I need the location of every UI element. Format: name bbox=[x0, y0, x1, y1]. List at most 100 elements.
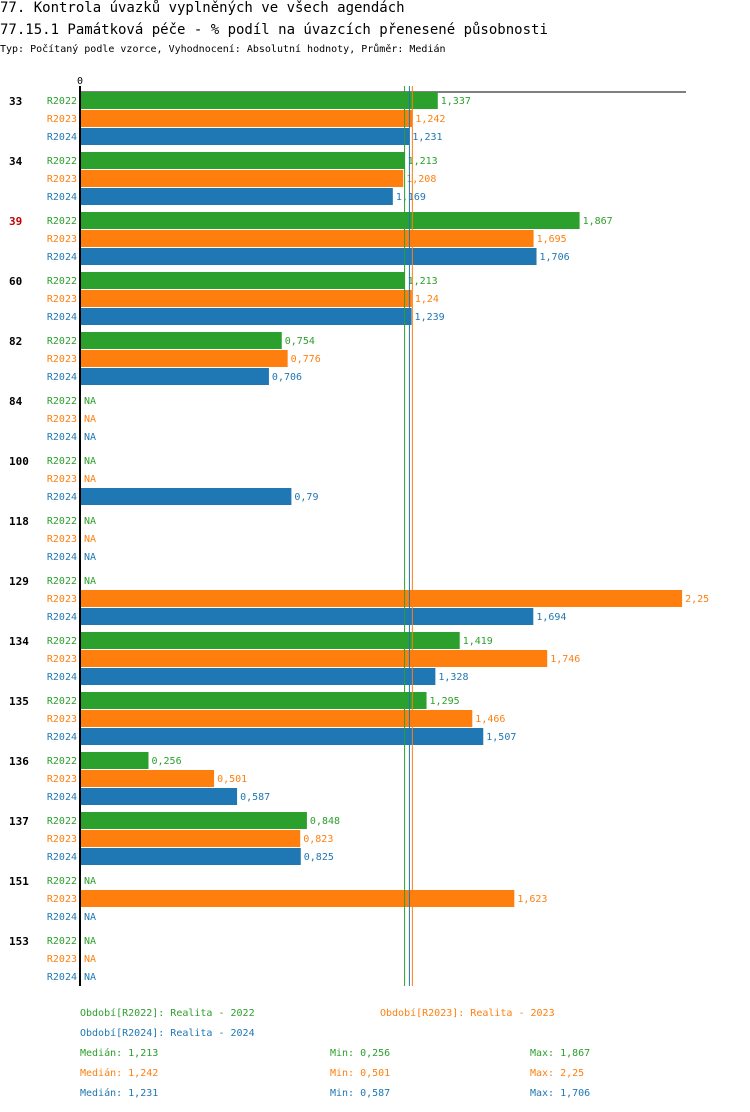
data-label: 1,295 bbox=[430, 696, 460, 707]
series-label: R2024 bbox=[47, 612, 77, 623]
series-label: R2024 bbox=[47, 372, 77, 383]
series-label: R2023 bbox=[47, 594, 77, 605]
data-label: NA bbox=[84, 972, 96, 983]
series-label: R2023 bbox=[47, 534, 77, 545]
data-label: 1,239 bbox=[415, 312, 445, 323]
axis-zero-label: 0 bbox=[77, 76, 83, 87]
bar bbox=[80, 128, 410, 145]
series-label: R2022 bbox=[47, 756, 77, 767]
data-label: 1,242 bbox=[415, 114, 445, 125]
bar bbox=[80, 830, 301, 847]
data-label: 0,706 bbox=[272, 372, 302, 383]
data-label: 1,419 bbox=[463, 636, 493, 647]
series-label: R2023 bbox=[47, 114, 77, 125]
bar bbox=[80, 710, 473, 727]
bar bbox=[80, 308, 412, 325]
stat-min-r2023: Min: 0,501 bbox=[330, 1068, 391, 1079]
data-label: 0,587 bbox=[240, 792, 270, 803]
stat-max-r2023: Max: 2,25 bbox=[530, 1068, 585, 1079]
series-label: R2022 bbox=[47, 696, 77, 707]
category-label: 136 bbox=[9, 755, 29, 768]
bar bbox=[80, 812, 307, 829]
data-label: 1,867 bbox=[583, 216, 613, 227]
series-label: R2024 bbox=[47, 432, 77, 443]
legend-r2024: Období[R2024]: Realita - 2024 bbox=[80, 1028, 255, 1039]
category-label: 33 bbox=[9, 95, 22, 108]
data-label: 0,754 bbox=[285, 336, 315, 347]
series-label: R2022 bbox=[47, 156, 77, 167]
series-label: R2024 bbox=[47, 252, 77, 263]
stat-median-r2023: Medián: 1,242 bbox=[80, 1068, 159, 1079]
data-label: 0,256 bbox=[152, 756, 182, 767]
data-label: 1,694 bbox=[536, 612, 566, 623]
bar bbox=[80, 788, 238, 805]
series-label: R2023 bbox=[47, 354, 77, 365]
data-label: NA bbox=[84, 474, 96, 485]
bar bbox=[80, 230, 534, 247]
data-label: NA bbox=[84, 516, 96, 527]
data-label: 1,623 bbox=[517, 894, 547, 905]
series-label: R2023 bbox=[47, 894, 77, 905]
bar bbox=[80, 272, 405, 289]
category-label: 153 bbox=[9, 935, 29, 948]
data-label: 1,746 bbox=[550, 654, 580, 665]
series-label: R2024 bbox=[47, 912, 77, 923]
category-label: 134 bbox=[9, 635, 29, 648]
stat-min-r2024: Min: 0,587 bbox=[330, 1088, 391, 1099]
data-label: NA bbox=[84, 396, 96, 407]
data-label: NA bbox=[84, 954, 96, 965]
bar bbox=[80, 752, 149, 769]
category-label: 137 bbox=[9, 815, 29, 828]
data-label: NA bbox=[84, 534, 96, 545]
data-label: NA bbox=[84, 912, 96, 923]
bar bbox=[80, 770, 215, 787]
series-label: R2022 bbox=[47, 816, 77, 827]
data-label: 1,213 bbox=[408, 276, 438, 287]
data-label: 0,848 bbox=[310, 816, 340, 827]
chart-info: Typ: Počítaný podle vzorce, Vyhodnocení:… bbox=[0, 44, 446, 55]
series-label: R2022 bbox=[47, 936, 77, 947]
bar bbox=[80, 248, 537, 265]
series-label: R2024 bbox=[47, 792, 77, 803]
series-label: R2023 bbox=[47, 714, 77, 725]
data-label: 1,231 bbox=[412, 132, 442, 143]
series-label: R2023 bbox=[47, 774, 77, 785]
data-label: 1,337 bbox=[441, 96, 471, 107]
stat-max-r2022: Max: 1,867 bbox=[530, 1048, 591, 1059]
data-label: NA bbox=[84, 876, 96, 887]
data-label: 1,507 bbox=[486, 732, 516, 743]
category-label: 82 bbox=[9, 335, 22, 348]
data-label: NA bbox=[84, 576, 96, 587]
series-label: R2024 bbox=[47, 732, 77, 743]
category-label: 84 bbox=[9, 395, 23, 408]
series-label: R2024 bbox=[47, 672, 77, 683]
series-label: R2022 bbox=[47, 96, 77, 107]
data-label: 1,466 bbox=[475, 714, 505, 725]
series-label: R2022 bbox=[47, 216, 77, 227]
series-label: R2024 bbox=[47, 312, 77, 323]
series-label: R2024 bbox=[47, 972, 77, 983]
category-label: 34 bbox=[9, 155, 23, 168]
bar bbox=[80, 632, 460, 649]
data-label: 0,825 bbox=[304, 852, 334, 863]
bar bbox=[80, 590, 683, 607]
bar bbox=[80, 848, 301, 865]
bar bbox=[80, 692, 427, 709]
series-label: R2022 bbox=[47, 576, 77, 587]
series-label: R2022 bbox=[47, 876, 77, 887]
data-label: 1,169 bbox=[396, 192, 426, 203]
series-label: R2022 bbox=[47, 516, 77, 527]
bar bbox=[80, 650, 548, 667]
data-label: 1,328 bbox=[438, 672, 468, 683]
series-label: R2022 bbox=[47, 336, 77, 347]
bar bbox=[80, 488, 292, 505]
series-label: R2024 bbox=[47, 852, 77, 863]
stat-max-r2024: Max: 1,706 bbox=[530, 1088, 591, 1099]
chart-subtitle: 77.15.1 Památková péče - % podíl na úvaz… bbox=[0, 22, 548, 38]
series-label: R2023 bbox=[47, 654, 77, 665]
data-label: NA bbox=[84, 552, 96, 563]
data-label: 2,25 bbox=[685, 594, 709, 605]
bar bbox=[80, 188, 393, 205]
series-label: R2022 bbox=[47, 636, 77, 647]
bar bbox=[80, 110, 413, 127]
